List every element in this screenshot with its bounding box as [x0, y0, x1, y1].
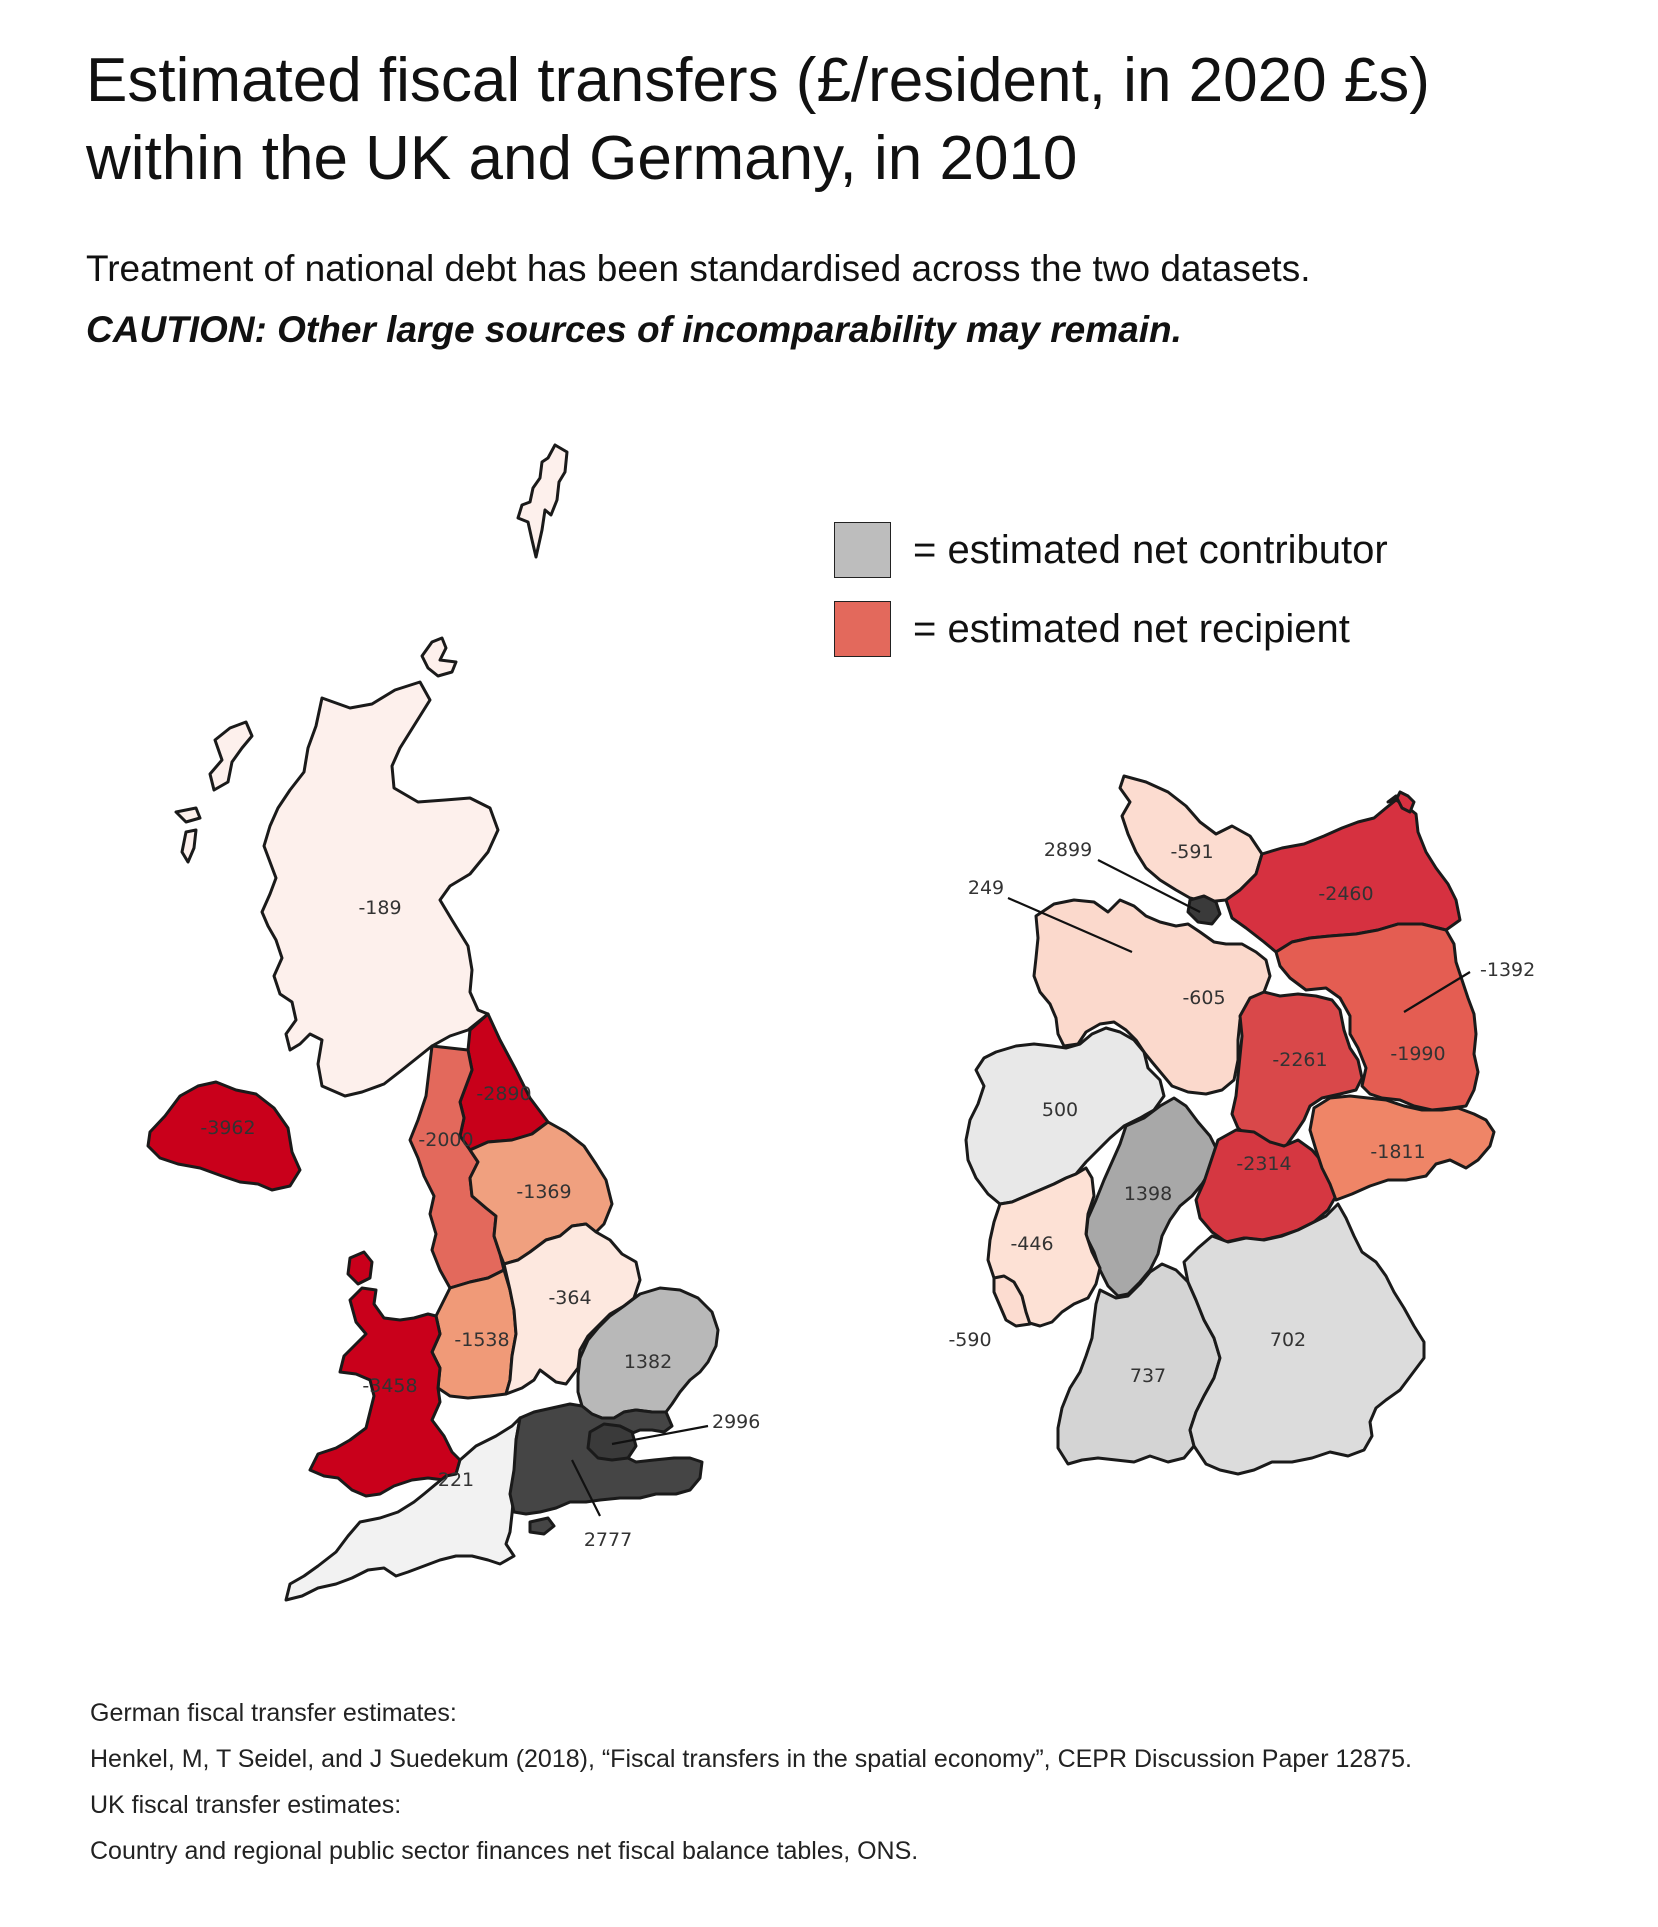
source-line-de-heading: German fiscal transfer estimates: — [90, 1699, 457, 1727]
map-subtitle: Treatment of national debt has been stan… — [86, 248, 1311, 289]
label-london: 2996 — [712, 1411, 760, 1433]
legend-label-recipient: = estimated net recipient — [913, 606, 1350, 651]
label-scotland: -189 — [358, 897, 401, 919]
label-brandenburg: -1990 — [1390, 1043, 1445, 1065]
label-saarland: -590 — [948, 1329, 991, 1351]
label-yorkshire: -1369 — [516, 1181, 571, 1203]
legend-label-contributor: = estimated net contributor — [913, 527, 1388, 572]
label-rheinland-pfalz: -446 — [1010, 1233, 1053, 1255]
label-north-west: -2000 — [418, 1129, 473, 1151]
label-northern-ireland: -3962 — [200, 1117, 255, 1139]
leader-bremen — [1007, 896, 1133, 954]
recipient-swatch — [834, 601, 891, 657]
region-isle-of-wight[interactable] — [528, 1516, 556, 1536]
label-niedersachsen: -605 — [1182, 987, 1225, 1009]
region-sachsen-anhalt[interactable] — [1230, 990, 1364, 1154]
map-title: Estimated fiscal transfers (£/resident, … — [86, 46, 1430, 193]
legend: = estimated net contributor = estimated … — [834, 520, 1388, 678]
label-sachsen-anhalt: -2261 — [1272, 1049, 1327, 1071]
label-north-east: -2890 — [476, 1083, 531, 1105]
region-anglesey[interactable] — [346, 1250, 374, 1286]
region-hessen[interactable] — [1084, 1096, 1220, 1298]
region-hebrides-south[interactable] — [174, 806, 202, 864]
leader-hamburg — [1097, 859, 1201, 913]
label-east-midlands: -364 — [548, 1287, 591, 1309]
sources: German fiscal transfer estimates: Henkel… — [90, 1690, 1412, 1874]
label-thueringen: -2314 — [1236, 1153, 1291, 1175]
region-nrw[interactable] — [964, 1026, 1166, 1206]
source-line-de-citation: Henkel, M, T Seidel, and J Suedekum (201… — [90, 1745, 1412, 1773]
label-nrw: 500 — [1042, 1099, 1078, 1121]
region-northern-ireland[interactable] — [146, 1080, 302, 1192]
region-london[interactable] — [586, 1422, 638, 1462]
label-schleswig-holstein: -591 — [1170, 841, 1213, 863]
source-line-uk-citation: Country and regional public sector finan… — [90, 1837, 919, 1865]
region-hamburg[interactable] — [1186, 894, 1222, 926]
label-bremen: 249 — [968, 877, 1004, 899]
region-wales[interactable] — [308, 1286, 462, 1498]
region-saarland[interactable] — [992, 1274, 1032, 1328]
label-hamburg: 2899 — [1044, 839, 1092, 861]
label-baden-wuerttemberg: 737 — [1130, 1365, 1166, 1387]
label-sachsen: -1811 — [1370, 1141, 1425, 1163]
region-east-midlands[interactable] — [502, 1222, 642, 1396]
region-scotland[interactable] — [260, 680, 500, 1098]
region-mecklenburg[interactable] — [1224, 798, 1462, 954]
label-west-midlands: -1538 — [454, 1329, 509, 1351]
leader-berlin — [1403, 971, 1471, 1013]
caution-note: CAUTION: Other large sources of incompar… — [86, 309, 1182, 350]
region-sachsen[interactable] — [1308, 1094, 1496, 1202]
label-south-east: 2777 — [584, 1529, 632, 1551]
region-bayern[interactable] — [1182, 1202, 1426, 1476]
maps-canvas: -189 -3962 -2890 -2000 -1369 -364 -1538 … — [146, 443, 1535, 1602]
leader-south-east — [571, 1459, 601, 1517]
region-niedersachsen[interactable] — [1032, 898, 1272, 1096]
label-berlin: -1392 — [1480, 959, 1535, 981]
uk-map: -189 -3962 -2890 -2000 -1369 -364 -1538 … — [146, 443, 760, 1602]
label-wales: -3458 — [362, 1375, 417, 1397]
label-bayern: 702 — [1270, 1329, 1306, 1351]
legend-item-contributor: = estimated net contributor — [834, 520, 1388, 580]
label-mecklenburg: -2460 — [1318, 883, 1373, 905]
region-shetland[interactable] — [516, 443, 569, 559]
legend-item-recipient: = estimated net recipient — [834, 599, 1388, 659]
label-hessen: 1398 — [1124, 1183, 1172, 1205]
region-brandenburg[interactable] — [1274, 922, 1480, 1112]
region-baden-wuerttemberg[interactable] — [1056, 1262, 1222, 1466]
germany-map: -591 2899 249 -2460 -605 -1392 -1990 -22… — [948, 774, 1535, 1476]
source-line-uk-heading: UK fiscal transfer estimates: — [90, 1791, 402, 1819]
leader-london — [611, 1424, 709, 1446]
region-hebrides[interactable] — [208, 720, 254, 792]
label-south-west: 221 — [438, 1469, 474, 1491]
contributor-swatch — [834, 522, 891, 578]
region-orkney[interactable] — [420, 636, 458, 678]
region-ruegen[interactable] — [1386, 790, 1416, 814]
label-east-of-england: 1382 — [624, 1351, 672, 1373]
